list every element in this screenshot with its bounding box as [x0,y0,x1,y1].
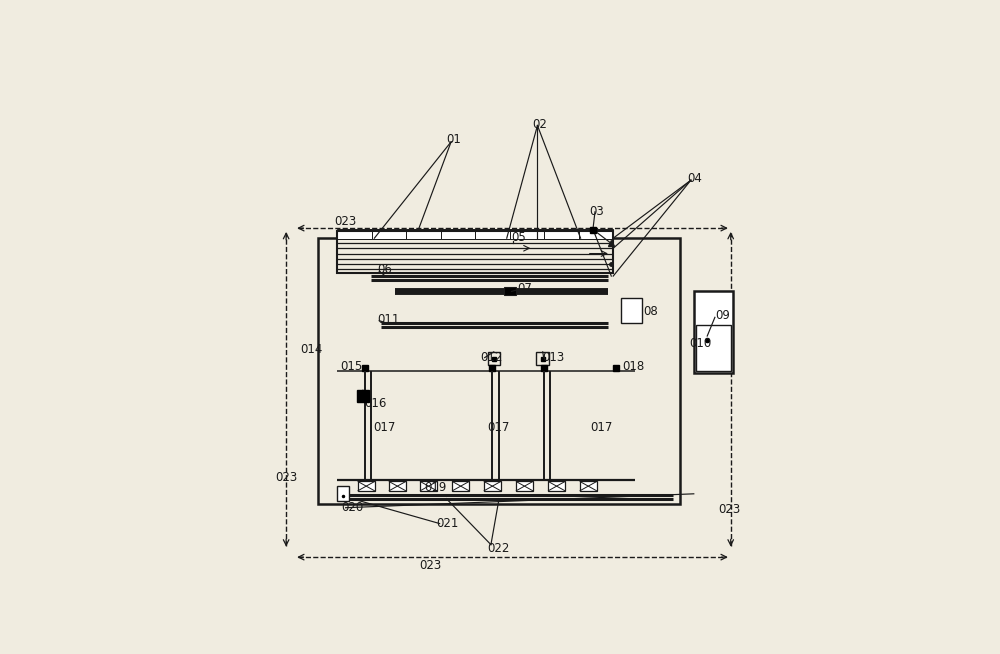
Text: 023: 023 [276,471,298,484]
Text: 018: 018 [622,360,644,373]
Bar [580,481,597,491]
Bar [504,286,516,295]
Bar [406,229,441,239]
Bar [488,352,500,366]
Text: 017: 017 [488,421,510,434]
Bar [420,481,437,491]
Text: 012: 012 [480,351,502,364]
Text: 03: 03 [589,205,604,218]
Bar [579,229,613,239]
Bar [441,229,475,239]
Bar [358,481,375,491]
Bar [337,486,349,502]
Text: 015: 015 [340,360,362,373]
Text: 01: 01 [446,133,461,146]
Text: 09: 09 [715,309,730,322]
Bar [337,231,613,273]
Bar [510,229,544,239]
Text: 017: 017 [590,421,613,434]
Bar [337,229,372,239]
Text: 011: 011 [377,313,400,326]
Text: 07: 07 [517,282,532,295]
Text: 05: 05 [512,232,526,244]
Bar [516,481,533,491]
Bar [484,481,501,491]
Text: 04: 04 [688,172,702,184]
Bar [548,481,565,491]
Text: 020: 020 [341,501,363,514]
Text: 022: 022 [488,542,510,555]
Text: 023: 023 [718,503,740,515]
Text: 014: 014 [301,343,323,356]
Text: 016: 016 [364,397,386,410]
Bar [475,229,510,239]
Bar [452,481,469,491]
Bar [696,326,731,371]
Bar [621,298,642,323]
Text: 08: 08 [643,305,658,318]
Bar [694,291,733,373]
Text: 021: 021 [437,517,459,530]
Bar [318,238,680,504]
Text: 010: 010 [689,337,711,350]
Bar [372,229,406,239]
Text: 019: 019 [424,481,446,494]
Text: 02: 02 [533,118,548,131]
Bar [536,352,549,366]
Text: 017: 017 [373,421,396,434]
Text: 013: 013 [542,351,564,364]
Bar [389,481,406,491]
Text: 023: 023 [334,215,356,228]
Bar [544,229,579,239]
Text: 023: 023 [419,559,441,572]
Text: 06: 06 [377,263,392,276]
